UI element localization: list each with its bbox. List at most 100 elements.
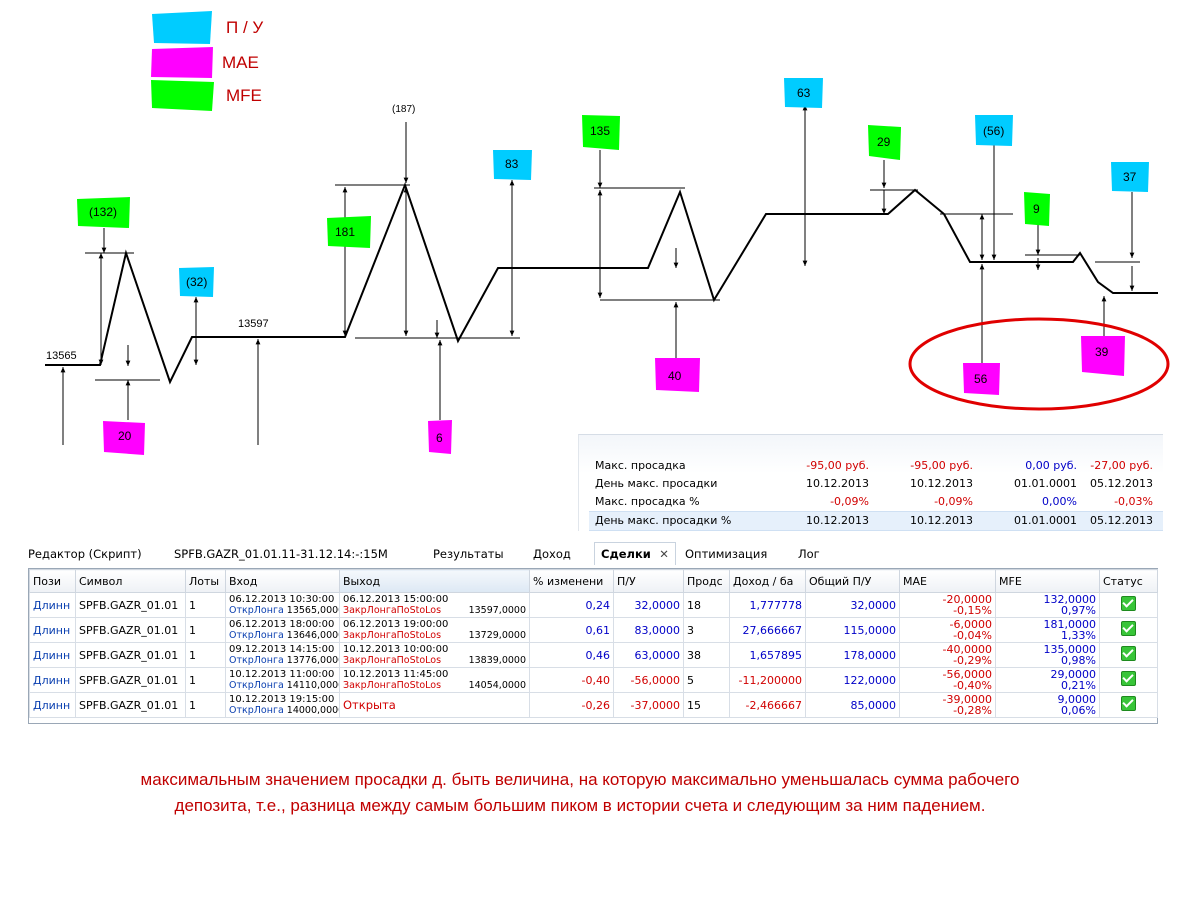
header-income-per-bar[interactable]: Доход / ба	[729, 569, 806, 593]
legend-pl-label: П / У	[226, 18, 263, 37]
checkmark-icon[interactable]	[1121, 621, 1136, 636]
stats-row-max-drawdown-pct-day[interactable]: День макс. просадки % 10.12.2013 10.12.2…	[589, 511, 1163, 531]
mae-percent: -0,15%	[953, 604, 992, 617]
cell-exit: 10.12.2013 10:00:00 ЗакрЛонгаПоStoLos 1383…	[339, 642, 530, 668]
tag-mae-6	[428, 420, 452, 454]
header-exit[interactable]: Выход	[339, 569, 530, 593]
cell-position: Длинн	[29, 617, 76, 643]
cell-change: 0,46	[529, 642, 614, 668]
cell-mfe: 181,0000 1,33%	[995, 617, 1100, 643]
exit-price: 14054,0000	[468, 680, 526, 691]
cell-pl: 32,0000	[613, 592, 684, 618]
cell-lots: 1	[185, 692, 226, 718]
table-row[interactable]: Длинн SPFB.GAZR_01.01 1 06.12.2013 10:30:00…	[29, 592, 1158, 618]
cell-entry: 09.12.2013 14:15:00 ОткрЛонга 13776,0000	[225, 642, 340, 668]
stats-value: -0,09%	[830, 495, 869, 508]
stats-value: 01.01.0001	[1014, 477, 1077, 490]
entry-date: 06.12.2013 18:00:00	[229, 619, 335, 630]
exit-price: 13839,0000	[468, 655, 526, 666]
header-change[interactable]: % изменени	[529, 569, 614, 593]
stats-value: 0,00%	[1042, 495, 1077, 508]
tab-symbol[interactable]: SPFB.GAZR_01.01.11-31.12.14:-:15M	[174, 547, 388, 561]
tag-mae-56-text: 56	[974, 372, 988, 386]
checkmark-icon[interactable]	[1121, 646, 1136, 661]
exit-date: 06.12.2013 15:00:00	[343, 594, 449, 605]
tab-optimization[interactable]: Оптимизация	[685, 547, 768, 561]
mae-value: -20,0000	[942, 593, 992, 606]
mfe-percent: 0,06%	[1061, 704, 1096, 717]
diagram-tags: (132) 20 (32) 181 6 83 135 40 63 29 (56)…	[77, 78, 1149, 455]
legend-mae-swatch	[151, 47, 213, 78]
close-icon[interactable]: ✕	[659, 547, 669, 561]
tag-pl-32-text: (32)	[186, 275, 207, 289]
header-bars[interactable]: Продс	[683, 569, 730, 593]
table-row[interactable]: Длинн SPFB.GAZR_01.01 1 10.12.2013 11:00:00…	[29, 667, 1158, 693]
cell-bars: 3	[683, 617, 730, 643]
tag-mfe-135-text: 135	[590, 124, 610, 138]
tab-log[interactable]: Лог	[798, 547, 820, 561]
tag-pl-56-text: (56)	[983, 124, 1004, 138]
header-position[interactable]: Пози	[29, 569, 76, 593]
stats-value: -95,00 руб.	[910, 459, 973, 472]
exit-signal: ЗакрЛонгаПоStoLos	[343, 605, 442, 616]
tab-income[interactable]: Доход	[533, 547, 571, 561]
cell-bars: 5	[683, 667, 730, 693]
caption-line-2: депозита, т.е., разница между самым боль…	[174, 796, 986, 815]
header-symbol[interactable]: Символ	[75, 569, 186, 593]
stats-label: День макс. просадки	[595, 477, 718, 490]
checkmark-icon[interactable]	[1121, 596, 1136, 611]
tab-results[interactable]: Результаты	[433, 547, 504, 561]
checkmark-icon[interactable]	[1121, 671, 1136, 686]
mae-percent: -0,28%	[953, 704, 992, 717]
tag-mfe-181	[327, 216, 371, 248]
mfe-percent: 0,98%	[1061, 654, 1096, 667]
cell-position: Длинн	[29, 592, 76, 618]
header-mfe[interactable]: MFE	[995, 569, 1100, 593]
table-row[interactable]: Длинн SPFB.GAZR_01.01 1 06.12.2013 18:00:00…	[29, 617, 1158, 643]
cell-status	[1099, 617, 1158, 643]
tag-pl-56	[975, 115, 1013, 146]
legend: П / У MAE MFE	[151, 11, 263, 111]
mae-value: -40,0000	[942, 643, 992, 656]
cell-bars: 18	[683, 592, 730, 618]
entry-price: 13565,0000	[286, 605, 340, 616]
header-mae[interactable]: MAE	[899, 569, 996, 593]
stats-value: 10.12.2013	[910, 514, 973, 527]
stats-label: День макс. просадки %	[595, 514, 732, 527]
exit-status-open: Открыта	[343, 698, 396, 712]
legend-pl-swatch	[152, 11, 212, 44]
header-lots[interactable]: Лоты	[185, 569, 226, 593]
cell-change: -0,26	[529, 692, 614, 718]
legend-mae-label: MAE	[222, 53, 259, 72]
stats-value: 01.01.0001	[1014, 514, 1077, 527]
table-row[interactable]: Длинн SPFB.GAZR_01.01 1 09.12.2013 14:15:00…	[29, 642, 1158, 668]
tab-trades[interactable]: Сделки ✕	[594, 542, 676, 565]
header-pl[interactable]: П/У	[613, 569, 684, 593]
stats-label: Макс. просадка %	[595, 495, 700, 508]
table-row[interactable]: Длинн SPFB.GAZR_01.01 1 10.12.2013 19:15:00…	[29, 692, 1158, 718]
header-entry[interactable]: Вход	[225, 569, 340, 593]
cell-symbol: SPFB.GAZR_01.01	[75, 692, 186, 718]
cell-status	[1099, 692, 1158, 718]
entry-date: 10.12.2013 19:15:00	[229, 694, 335, 705]
exit-date: 06.12.2013 19:00:00	[343, 619, 449, 630]
cell-bars: 15	[683, 692, 730, 718]
drawdown-stats-panel: Макс. просадка -95,00 руб. -95,00 руб. 0…	[578, 434, 1163, 531]
stats-value: -0,09%	[934, 495, 973, 508]
trades-table: Пози Символ Лоты Вход Выход % изменени П…	[28, 568, 1158, 724]
cell-income-per-bar: 27,666667	[729, 617, 806, 643]
table-header-row: Пози Символ Лоты Вход Выход % изменени П…	[29, 569, 1158, 593]
stats-value: -95,00 руб.	[806, 459, 869, 472]
tab-editor[interactable]: Редактор (Скрипт)	[28, 547, 142, 561]
stats-value: 0,00 руб.	[1025, 459, 1077, 472]
legend-mfe-swatch	[151, 80, 214, 111]
header-status[interactable]: Статус	[1099, 569, 1158, 593]
entry-signal: ОткрЛонга	[229, 630, 284, 641]
tag-mfe-9	[1024, 192, 1050, 226]
cell-pl: -56,0000	[613, 667, 684, 693]
tag-mae-56	[963, 363, 1000, 395]
checkmark-icon[interactable]	[1121, 696, 1136, 711]
tag-mfe-29	[868, 125, 901, 160]
header-total-pl[interactable]: Общий П/У	[805, 569, 900, 593]
mae-percent: -0,29%	[953, 654, 992, 667]
